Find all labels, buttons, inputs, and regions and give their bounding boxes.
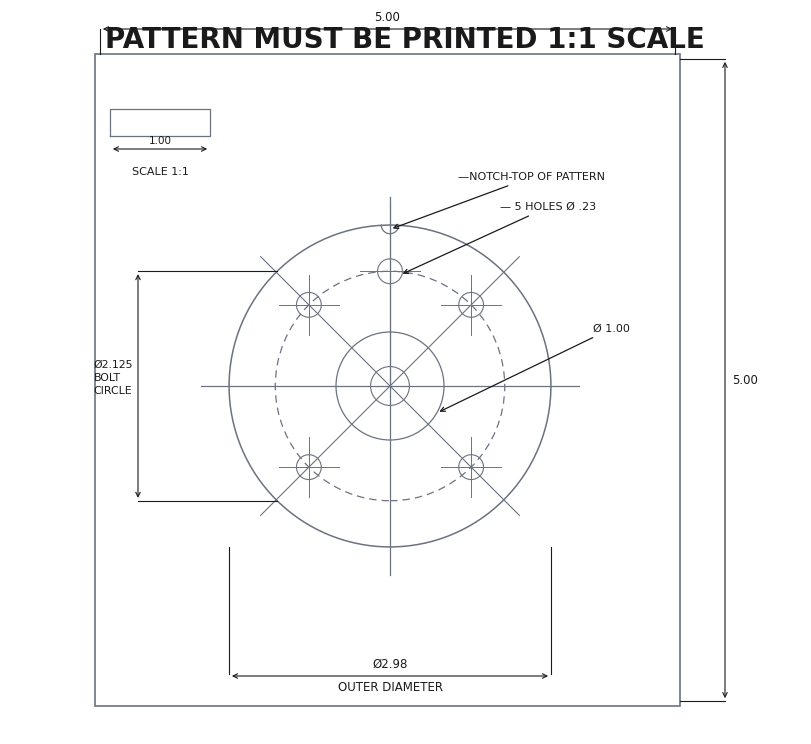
Text: OUTER DIAMETER: OUTER DIAMETER bbox=[337, 681, 443, 694]
Text: 1.00: 1.00 bbox=[148, 136, 171, 146]
Text: — 5 HOLES Ø .23: — 5 HOLES Ø .23 bbox=[404, 202, 596, 273]
Text: PATTERN MUST BE PRINTED 1:1 SCALE: PATTERN MUST BE PRINTED 1:1 SCALE bbox=[105, 26, 705, 54]
Text: SCALE 1:1: SCALE 1:1 bbox=[131, 167, 188, 177]
Text: Ø 1.00: Ø 1.00 bbox=[440, 324, 630, 411]
Text: 5.00: 5.00 bbox=[375, 11, 401, 24]
Bar bbox=[95, 54, 680, 706]
Text: Ø2.125
BOLT
CIRCLE: Ø2.125 BOLT CIRCLE bbox=[93, 360, 133, 397]
Text: 5.00: 5.00 bbox=[732, 373, 757, 386]
Text: Ø2.98: Ø2.98 bbox=[372, 658, 408, 671]
Text: —NOTCH-TOP OF PATTERN: —NOTCH-TOP OF PATTERN bbox=[394, 172, 605, 228]
